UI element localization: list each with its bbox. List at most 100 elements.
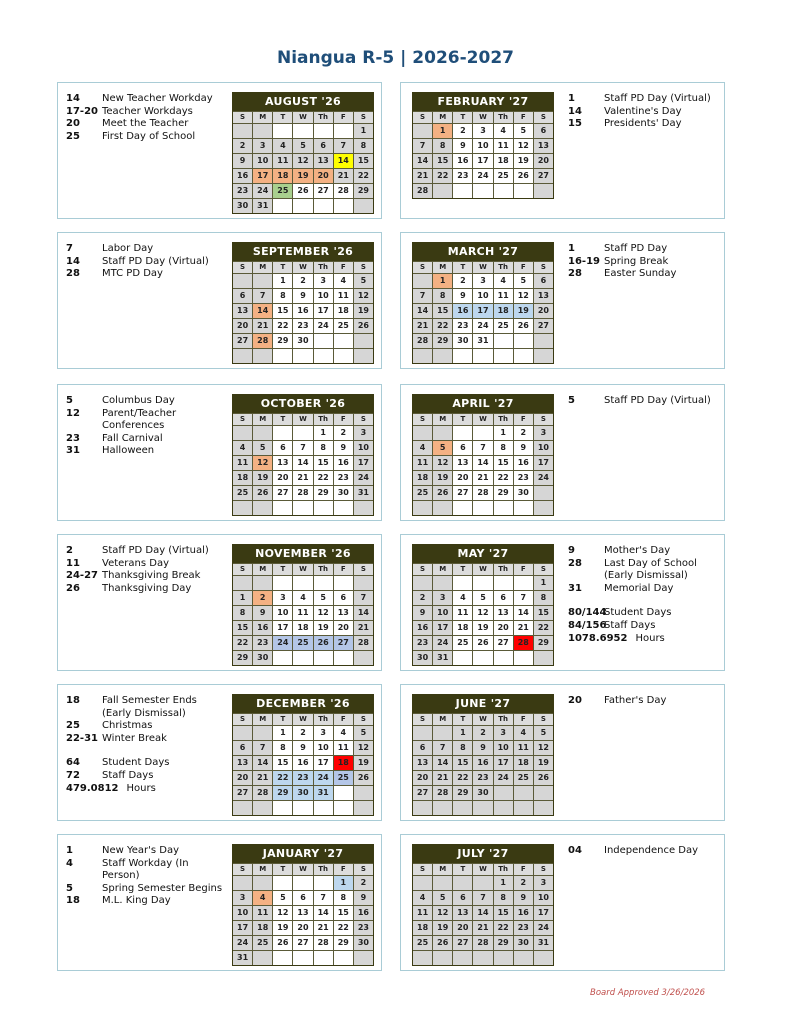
month-name: MAY '27	[457, 547, 509, 560]
event-item: 5 Staff PD Day (Virtual)	[568, 395, 711, 408]
day-cell: 19	[473, 621, 493, 635]
event-item: 04 Independence Day	[568, 845, 698, 858]
event-date: 20	[568, 695, 582, 706]
event-date: 28	[568, 557, 582, 569]
day-cell: 25	[493, 169, 513, 183]
day-cell: 11	[493, 289, 513, 303]
day-cell: 19	[253, 471, 273, 485]
day-cell: 15	[313, 456, 333, 470]
event-date: 17-20	[66, 105, 98, 117]
day-cell: 9	[453, 289, 473, 303]
day-cell	[493, 951, 513, 965]
month-panel: 18 Fall Semester Ends (Early Dismissal) 25…	[57, 684, 382, 821]
day-cell: 28	[293, 486, 313, 500]
day-cell	[513, 349, 533, 363]
day-cell: 22	[453, 771, 473, 785]
event-date: 5	[66, 882, 73, 894]
day-cell	[473, 349, 493, 363]
month-calendar: DECEMBER '26 S M T W Th F S 1 2 3 4 5 6 7 8 9 10 11 12 13 14 1…	[232, 694, 374, 816]
weekday-header: S	[353, 714, 373, 725]
day-cell: 16	[473, 756, 493, 770]
day-cell: 29	[273, 334, 293, 348]
day-cell: 15	[433, 304, 453, 318]
weekday-header: M	[253, 112, 273, 123]
event-label: Halloween	[102, 445, 155, 457]
day-cell	[313, 334, 333, 348]
day-cell: 22	[493, 471, 513, 485]
day-cell: 21	[293, 471, 313, 485]
day-cell	[513, 334, 533, 348]
day-cell: 22	[433, 319, 453, 333]
day-cell	[533, 184, 553, 198]
day-cell: 19	[273, 921, 293, 935]
day-cell	[473, 501, 493, 515]
event-item: 17-20 Teacher Workdays	[66, 106, 213, 119]
weekday-header: S	[413, 564, 433, 575]
month-calendar: SEPTEMBER '26 S M T W Th F S 1 2 3 4 5 6 7 8 9 10 11 12 13 14…	[232, 242, 374, 364]
day-cell: 7	[293, 441, 313, 455]
weekday-header: S	[533, 714, 553, 725]
day-cell: 11	[273, 154, 293, 168]
day-cell	[313, 124, 333, 138]
day-cell: 26	[533, 771, 553, 785]
weekday-header: S	[413, 864, 433, 875]
day-cell: 16	[293, 756, 313, 770]
day-cell: 4	[413, 891, 433, 905]
day-cell: 20	[293, 921, 313, 935]
event-item: 80/144 Student Days	[568, 607, 697, 620]
day-cell: 22	[493, 921, 513, 935]
day-cell: 17	[473, 304, 493, 318]
day-cell: 17	[533, 456, 553, 470]
day-cell: 5	[253, 441, 273, 455]
month-panel: 1 New Year's Day 4 Staff Workday (In Person…	[57, 834, 382, 971]
day-cell: 17	[533, 906, 553, 920]
month-panel: 1 Staff PD Day 16-19 Spring Break 28 Easter S…	[400, 232, 725, 369]
day-cell	[473, 801, 493, 815]
day-cell: 13	[533, 289, 553, 303]
day-cell: 29	[353, 184, 373, 198]
event-label: Student Days	[102, 757, 170, 769]
month-panel: 7 Labor Day 14 Staff PD Day (Virtual) 28 MTC …	[57, 232, 382, 369]
weekday-header: S	[413, 112, 433, 123]
day-cell: 7	[333, 139, 353, 153]
day-cell: 7	[513, 591, 533, 605]
day-cell: 24	[473, 319, 493, 333]
day-cell: 23	[253, 636, 273, 650]
day-cell: 3	[253, 139, 273, 153]
weekday-header: F	[513, 864, 533, 875]
day-cell: 1	[493, 426, 513, 440]
day-cell	[313, 349, 333, 363]
day-cell	[433, 951, 453, 965]
weekday-header: S	[413, 262, 433, 273]
day-cell	[413, 876, 433, 890]
month-name: APRIL '27	[452, 397, 514, 410]
day-cell: 28	[473, 936, 493, 950]
day-cell	[233, 801, 253, 815]
day-cell: 17	[233, 921, 253, 935]
weekday-header: T	[273, 262, 293, 273]
month-panel: 04 Independence Day JULY '27 S M T W Th F S 1 2 3 4 5 6…	[400, 834, 725, 971]
day-cell: 26	[353, 319, 373, 333]
event-label: Staff PD Day (Virtual)	[102, 255, 209, 267]
weekday-header: F	[333, 112, 353, 123]
day-cell	[313, 501, 333, 515]
day-cell: 25	[333, 319, 353, 333]
day-cell	[473, 951, 493, 965]
day-cell: 23	[413, 636, 433, 650]
day-cell: 23	[513, 921, 533, 935]
event-item: 1 Staff PD Day	[568, 243, 676, 256]
event-list: 2 Staff PD Day (Virtual) 11 Veterans Day 24-…	[66, 545, 209, 595]
day-cell: 5	[353, 726, 373, 740]
day-cell: 25	[513, 771, 533, 785]
day-cell: 21	[353, 621, 373, 635]
day-cell: 2	[513, 876, 533, 890]
event-label: M.L. King Day	[102, 895, 171, 907]
day-cell: 20	[313, 169, 333, 183]
event-list: 14 New Teacher Workday 17-20 Teacher Workda…	[66, 93, 213, 143]
weekday-header: F	[333, 714, 353, 725]
day-cell	[453, 184, 473, 198]
day-cell: 8	[273, 289, 293, 303]
day-cell: 29	[313, 486, 333, 500]
day-cell: 22	[273, 319, 293, 333]
day-cell: 17	[313, 304, 333, 318]
